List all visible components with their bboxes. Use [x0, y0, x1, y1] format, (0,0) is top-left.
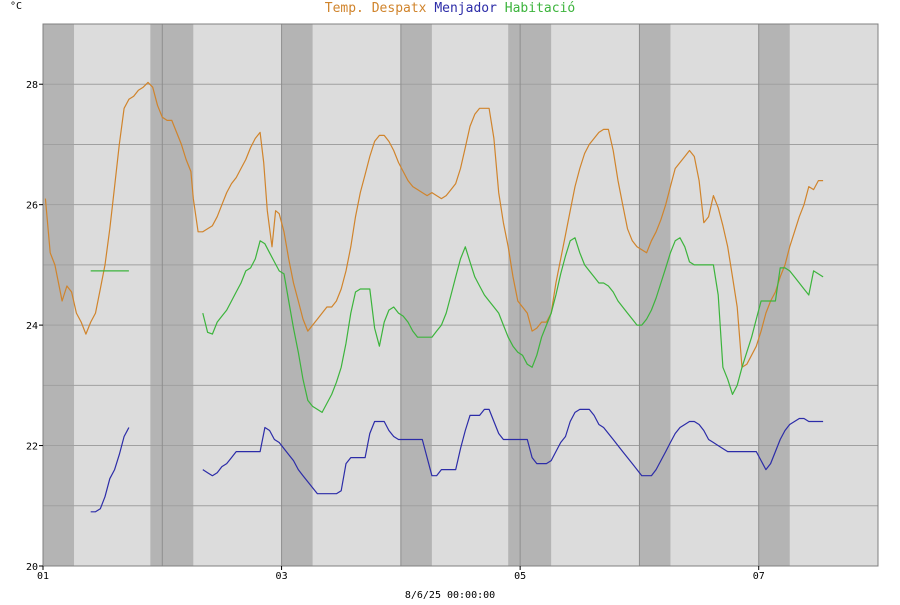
night-band-4	[508, 24, 552, 566]
series-1	[90, 408, 824, 513]
night-band-0	[43, 24, 75, 566]
night-band-3	[400, 24, 432, 566]
night-band-1	[150, 24, 194, 566]
y-tick-label: 22	[26, 442, 38, 453]
x-tick-label: 01	[37, 571, 49, 582]
x-axis-label: 8/6/25 00:00:00	[405, 590, 495, 600]
series-2	[90, 237, 824, 413]
x-tick-label: 07	[753, 571, 765, 582]
night-band-5	[639, 24, 671, 566]
series-line-0-0	[44, 81, 824, 368]
y-tick-label: 28	[26, 80, 38, 91]
series-0	[44, 81, 824, 368]
axes: 20 22 24 26 28 01 03 05 07	[26, 23, 879, 582]
x-tick-label: 05	[514, 571, 526, 582]
series-layer	[44, 81, 824, 513]
plot-frame	[42, 23, 879, 567]
title-part-1: Menjador	[427, 1, 498, 16]
series-line-1-1	[202, 408, 824, 495]
chart-title: Temp. Despatx Menjador Habitació	[325, 1, 575, 16]
y-axis-unit-label: °C	[10, 1, 22, 12]
title-part-0: Temp. Despatx	[325, 1, 427, 16]
series-line-2-1	[202, 237, 824, 413]
y-tick-label: 26	[26, 201, 38, 212]
y-tick-label: 24	[26, 321, 38, 332]
x-tick-label: 03	[276, 571, 288, 582]
y-tick-label: 20	[26, 562, 38, 573]
series-line-1-0	[90, 427, 130, 513]
title-part-2: Habitació	[497, 1, 575, 16]
